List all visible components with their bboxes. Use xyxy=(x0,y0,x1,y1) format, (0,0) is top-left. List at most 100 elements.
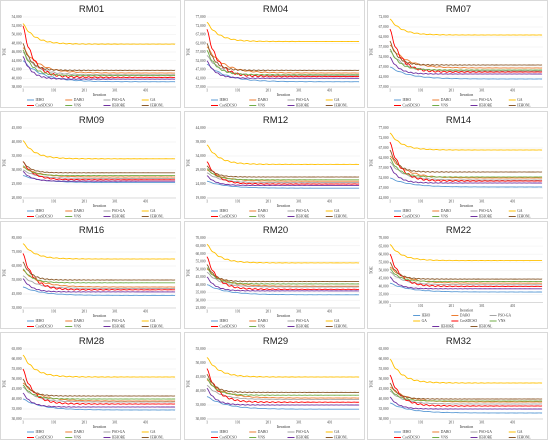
x-tick-label: 1 xyxy=(206,89,208,93)
series-line-pso-ga xyxy=(206,384,359,400)
x-axis-label: Iteration xyxy=(276,313,290,318)
legend-label: GA xyxy=(150,98,156,102)
x-tick-label: 301 xyxy=(479,304,485,308)
y-tick-label: 48,000 xyxy=(12,41,22,46)
legend-label: DABO xyxy=(257,319,268,323)
chart-svg: RM14 42,000 47,000 52,000 57,000 62,000 67,000… xyxy=(369,115,543,218)
legend-label: VNS xyxy=(74,214,81,218)
chart-svg: RM29 30,000 35,000 40,000 45,000 50,000 55,000… xyxy=(185,336,360,439)
legend-label: GA xyxy=(334,209,340,213)
chart-panel-rm04: RM04 37,000 42,000 47,000 52,000 57,000 62,000… xyxy=(183,0,365,108)
y-tick-label: 40,000 xyxy=(12,76,22,81)
x-tick-label: 101 xyxy=(234,420,240,424)
y-tick-label: 60,000 xyxy=(195,252,205,257)
legend-label: IEHORE xyxy=(479,435,493,439)
y-tick-label: 85,000 xyxy=(12,236,22,241)
y-axis-label: TOE xyxy=(2,379,7,387)
y-tick-label: 45,000 xyxy=(195,375,205,380)
chart-svg: RM07 37,000 42,000 47,000 52,000 57,000 62,000… xyxy=(369,4,543,108)
y-tick-label: 72,000 xyxy=(379,15,389,20)
chart-title: RM20 xyxy=(262,225,287,236)
y-tick-label: 47,000 xyxy=(195,68,205,73)
chart-title: RM04 xyxy=(262,4,287,15)
chart-svg: RM28 30,000 35,000 40,000 45,000 50,000 55,000… xyxy=(2,336,176,439)
x-tick-label: 101 xyxy=(418,89,424,93)
y-tick-label: 40,000 xyxy=(195,283,205,288)
chart-panel-rm32: RM32 30,000 35,000 40,000 45,000 50,000 55,000… xyxy=(367,331,548,440)
y-tick-label: 35,000 xyxy=(195,403,205,408)
series-line-pso-ga xyxy=(22,386,176,403)
y-tick-label: 35,000 xyxy=(12,154,22,159)
x-tick-label: 101 xyxy=(418,420,424,424)
series-line-pso-ga xyxy=(206,271,359,288)
chart-title: RM29 xyxy=(262,336,287,347)
series-line-ieho xyxy=(206,284,359,296)
y-tick-label: 45,000 xyxy=(12,292,22,297)
legend-label: PSO-GA xyxy=(112,209,125,213)
series-line-ga xyxy=(389,132,543,151)
x-axis-label: Iteration xyxy=(276,424,290,429)
series-line-ieho xyxy=(22,398,176,410)
legend-label: PSO-GA xyxy=(479,430,492,434)
legend-label: IEHORE xyxy=(296,435,310,439)
series-line-iehonl xyxy=(206,43,359,72)
series-line-pso-ga xyxy=(206,55,359,77)
series-line-cossdcso xyxy=(206,160,359,185)
series-line-iehore xyxy=(206,60,359,79)
series-line-ga xyxy=(22,139,176,159)
series-line-ga xyxy=(206,356,359,378)
x-tick-label: 1 xyxy=(389,199,391,203)
y-axis-label: TOE xyxy=(2,158,7,166)
series-line-iehonl xyxy=(389,382,543,400)
series-line-vns xyxy=(206,267,359,285)
legend-label: GA xyxy=(422,319,428,323)
legend-label: IEHORE xyxy=(441,325,455,329)
x-tick-label: 401 xyxy=(510,89,516,93)
y-axis-label: TOE xyxy=(369,379,374,387)
y-tick-label: 34,000 xyxy=(195,154,205,159)
legend-label: DABO xyxy=(441,98,452,102)
x-tick-label: 301 xyxy=(479,420,485,424)
x-axis-label: Iteration xyxy=(93,424,107,429)
chart-panel-rm20: RM20 25,000 30,000 35,000 40,000 45,000 50,000… xyxy=(183,221,365,329)
x-tick-label: 1 xyxy=(22,89,24,93)
series-line-dabo xyxy=(389,44,543,69)
legend-label: GA xyxy=(150,319,156,323)
legend-label: DABO xyxy=(257,209,268,213)
chart-svg: RM01 38,000 40,000 42,000 44,000 46,000 48,000… xyxy=(2,4,176,108)
series-line-vns xyxy=(206,377,359,396)
legend-label: IEHORE xyxy=(112,214,126,218)
legend-label: VNS xyxy=(441,214,448,218)
y-tick-label: 77,000 xyxy=(195,15,205,20)
y-axis-label: TOE xyxy=(369,48,374,56)
series-line-ieho xyxy=(389,282,543,293)
legend-label: IEHO xyxy=(403,209,412,213)
series-line-cossdcso xyxy=(22,25,176,79)
chart-svg: RM22 30,000 35,000 40,000 45,000 50,000 55,000… xyxy=(369,225,543,329)
legend-label: IEHO xyxy=(36,319,45,323)
x-tick-label: 101 xyxy=(51,199,57,203)
series-line-dabo xyxy=(206,268,359,287)
series-line-iehonl xyxy=(22,261,176,281)
legend-label: IEHONL xyxy=(517,104,530,108)
x-tick-label: 201 xyxy=(449,199,455,203)
legend-label: VNS xyxy=(257,435,264,439)
y-tick-label: 38,000 xyxy=(12,85,22,90)
x-tick-label: 401 xyxy=(143,199,149,203)
x-tick-label: 301 xyxy=(296,89,302,93)
y-tick-label: 55,000 xyxy=(379,367,389,372)
x-tick-label: 1 xyxy=(206,310,208,314)
y-tick-label: 37,000 xyxy=(195,85,205,90)
series-line-iehore xyxy=(22,56,176,80)
y-tick-label: 55,000 xyxy=(379,260,389,265)
y-tick-label: 35,000 xyxy=(379,407,389,412)
chart-svg: RM04 37,000 42,000 47,000 52,000 57,000 62,000… xyxy=(185,4,360,108)
y-axis-label: TOE xyxy=(2,48,7,56)
y-axis-label: TOE xyxy=(185,158,190,166)
legend-label: PSO-GA xyxy=(112,98,125,102)
y-tick-label: 19,000 xyxy=(195,196,205,201)
y-axis-label: TOE xyxy=(185,269,190,277)
y-tick-label: 67,000 xyxy=(195,33,205,38)
chart-panel-rm29: RM29 30,000 35,000 40,000 45,000 50,000 55,000… xyxy=(183,331,365,440)
legend-label: PSO-GA xyxy=(498,314,511,318)
